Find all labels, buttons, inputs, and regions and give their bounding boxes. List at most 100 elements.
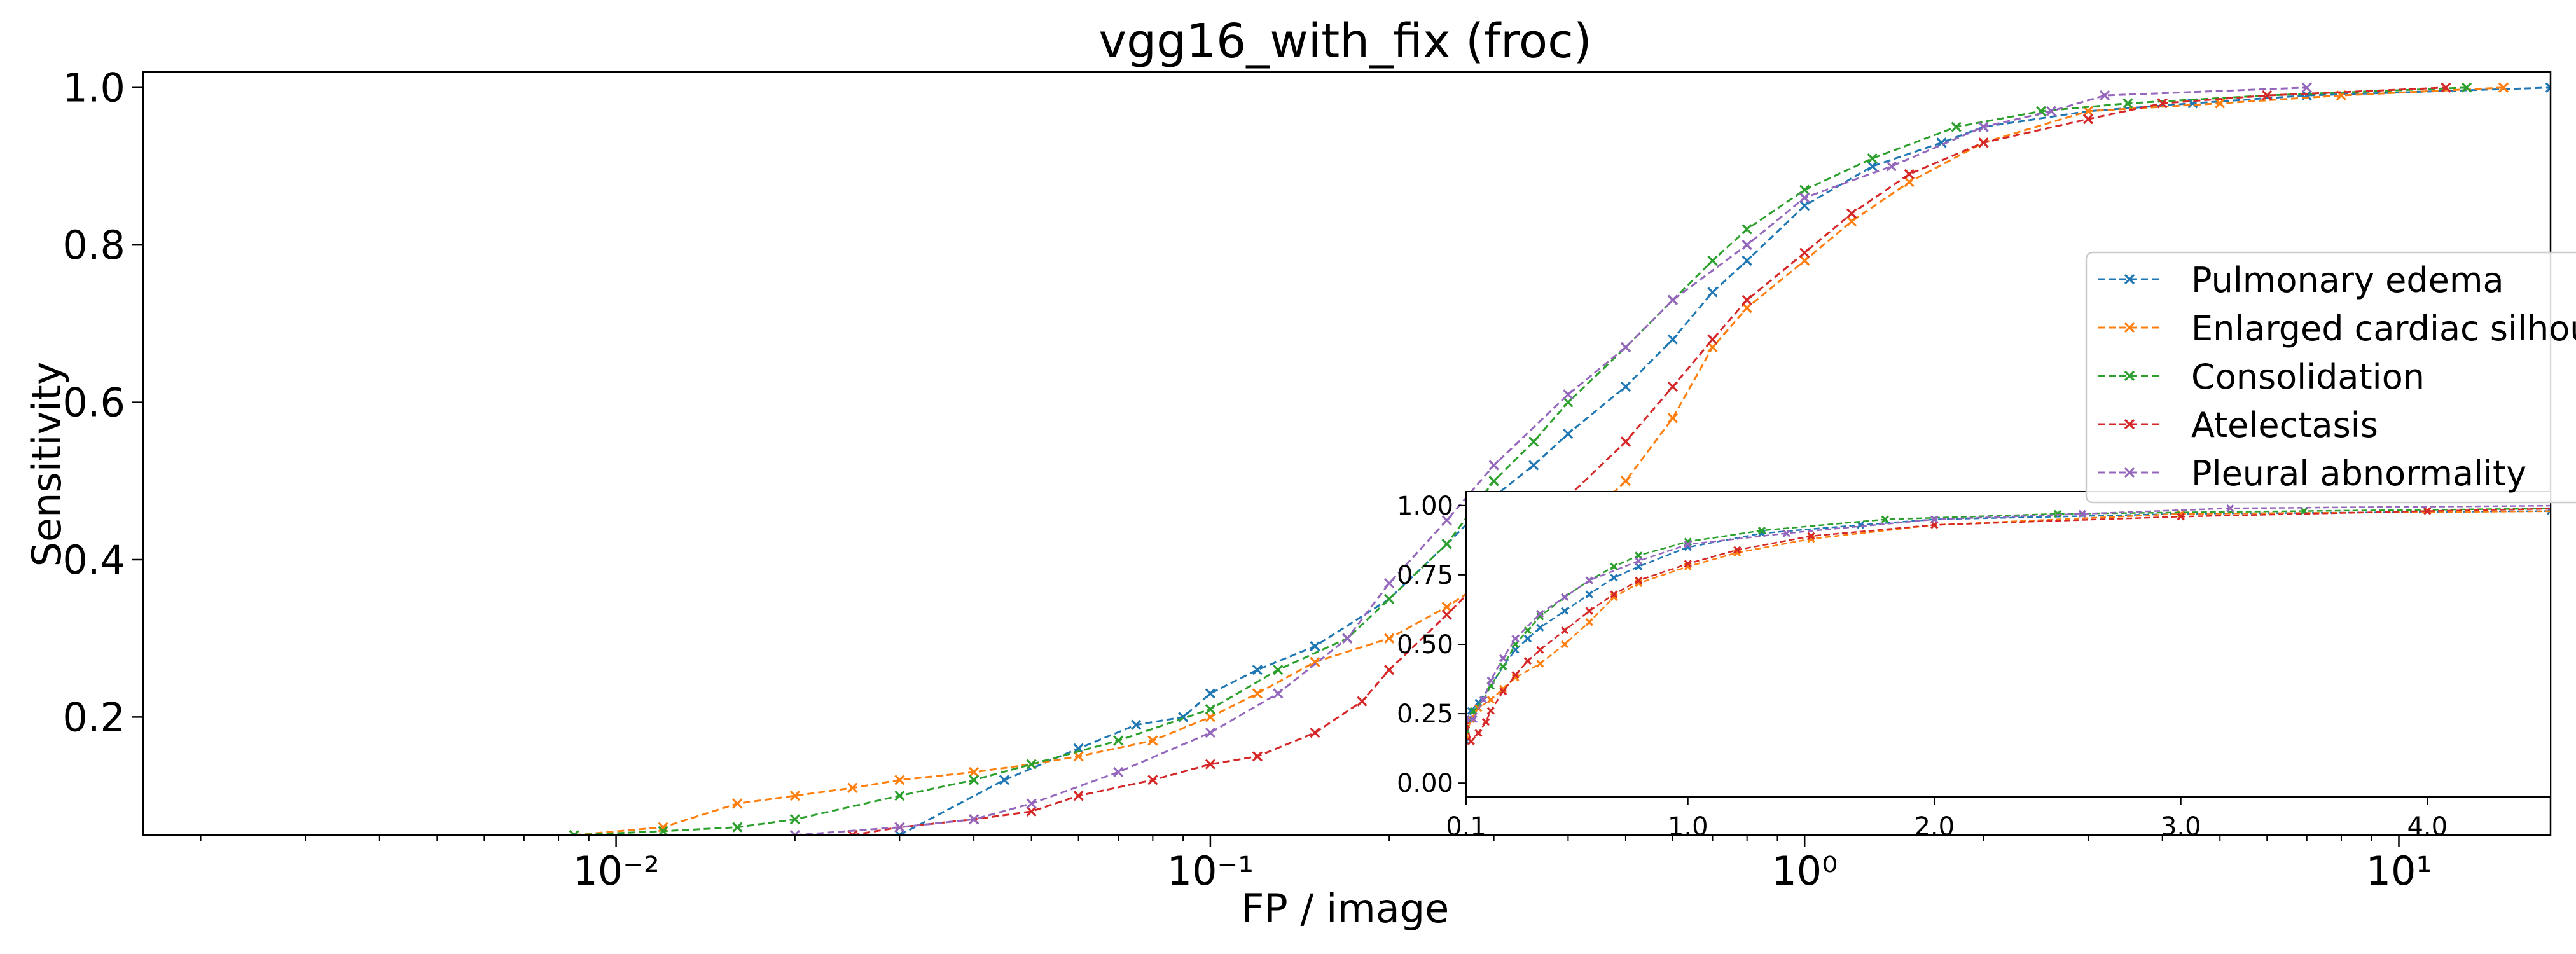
data-point	[1205, 712, 1216, 722]
data-point	[1131, 719, 1142, 730]
inset-data-point	[1466, 715, 1471, 723]
inset-data-point	[1536, 660, 1544, 668]
data-point	[1113, 766, 1124, 778]
data-point	[1563, 397, 1574, 408]
inset-data-point	[1523, 626, 1532, 635]
inset-data-point	[2572, 505, 2576, 511]
inset-y-tick-label: 1.00	[1397, 492, 1453, 521]
data-point	[1026, 759, 1037, 770]
inset-y-tick-label: 0.00	[1397, 769, 1453, 798]
data-point	[968, 814, 980, 825]
inset-data-point	[1782, 529, 1790, 537]
legend-box	[2085, 251, 2576, 504]
inset-data-point	[1733, 546, 1742, 554]
inset-data-point	[1469, 715, 1478, 723]
inset-data-point	[1469, 707, 1478, 715]
data-point	[1799, 192, 1810, 204]
inset-y-tick-label: 0.75	[1397, 561, 1453, 590]
data-point	[1620, 436, 1631, 447]
data-point	[569, 829, 579, 835]
data-point	[894, 775, 905, 785]
inset-data-point	[1486, 696, 1495, 704]
inset-data-point	[2572, 508, 2576, 515]
data-point	[1252, 688, 1263, 699]
data-point	[1904, 177, 1915, 188]
inset-data-point	[1585, 618, 1593, 626]
inset-data-point	[1511, 670, 1520, 679]
data-point	[1799, 200, 1810, 211]
legend-marker	[2124, 273, 2135, 285]
data-point	[1904, 169, 1915, 179]
legend-entry: Enlarged cardiac silhou	[2191, 308, 2576, 349]
y-tick-label: 1.0	[62, 65, 125, 111]
data-point	[2262, 90, 2273, 101]
inset-data-point	[2572, 502, 2576, 509]
data-point	[1620, 476, 1631, 487]
inset-data-point	[2423, 507, 2432, 515]
inset-data-point	[1635, 556, 1643, 565]
y-tick-label: 0.2	[62, 694, 125, 740]
inset-data-point	[1684, 537, 1692, 546]
inset-x-tick-label: 4.0	[2407, 812, 2448, 841]
inset-data-point	[1536, 609, 1544, 618]
inset-x-tick-label: 0.1	[1446, 812, 1486, 841]
data-point	[1867, 153, 1878, 164]
data-point	[789, 814, 800, 825]
inset-x-tick-label: 3.0	[2161, 812, 2201, 841]
data-point	[1205, 759, 1216, 770]
data-point	[1147, 775, 1158, 785]
inset-data-point	[1499, 684, 1507, 693]
data-point	[1742, 224, 1752, 235]
data-point	[1441, 609, 1452, 620]
inset-axes-frame	[1465, 491, 2551, 798]
data-point	[1742, 303, 1752, 314]
inset-data-point	[1499, 654, 1507, 662]
data-point	[1707, 334, 1718, 345]
data-point	[2157, 98, 2168, 109]
inset-data-point	[1523, 635, 1532, 643]
inset-data-point	[1733, 548, 1742, 557]
inset-data-point	[1635, 576, 1643, 584]
data-point	[1252, 751, 1263, 762]
legend-marker	[2124, 418, 2135, 430]
data-point	[1441, 515, 1452, 526]
data-point	[1205, 728, 1216, 738]
y-tick-label: 0.4	[62, 537, 125, 583]
data-point	[2122, 98, 2133, 109]
inset-data-point	[2572, 502, 2576, 509]
inset-data-point	[1881, 515, 1889, 523]
inset-data-point	[1560, 593, 1569, 601]
data-point	[1384, 593, 1395, 604]
x-tick-label: 10⁻¹	[1167, 848, 1254, 894]
inset-data-point	[1560, 607, 1569, 615]
inset-background	[1466, 492, 2551, 797]
legend-entry: Consolidation	[2191, 357, 2425, 397]
inset-data-point	[1486, 707, 1495, 715]
data-point	[1799, 247, 1810, 258]
inset-data-point	[1511, 635, 1520, 643]
legend-entry: Atelectasis	[2191, 405, 2378, 445]
data-point	[1528, 460, 1539, 471]
legend-marker	[2124, 467, 2135, 478]
data-point	[894, 791, 905, 801]
data-point	[732, 798, 743, 809]
data-point	[789, 791, 800, 801]
data-point	[1799, 184, 1810, 195]
inset-data-point	[2226, 504, 2234, 513]
data-point	[1563, 389, 1574, 400]
chart-title: vgg16_with_fix (froc)	[1098, 14, 1591, 69]
inset-data-point	[1474, 729, 1483, 737]
inset-plot-area: 0.1 1.0 2.0 3.0 4.0 0.00 0.25 0.50 0.75 1.00	[1397, 491, 2576, 841]
x-axis-label: FP / image	[1242, 885, 1449, 932]
data-point	[2215, 98, 2226, 109]
data-point	[1488, 476, 1499, 487]
data-point	[847, 782, 858, 793]
data-point	[2461, 82, 2472, 93]
data-point	[1846, 216, 1857, 227]
legend: Pulmonary edema Enlarged cardiac silhou Co…	[2085, 251, 2576, 504]
data-point	[1867, 161, 1878, 172]
inset-data-point	[1684, 540, 1692, 549]
inset-data-point	[1536, 612, 1544, 621]
data-point	[1846, 208, 1857, 219]
data-point	[1384, 665, 1395, 675]
